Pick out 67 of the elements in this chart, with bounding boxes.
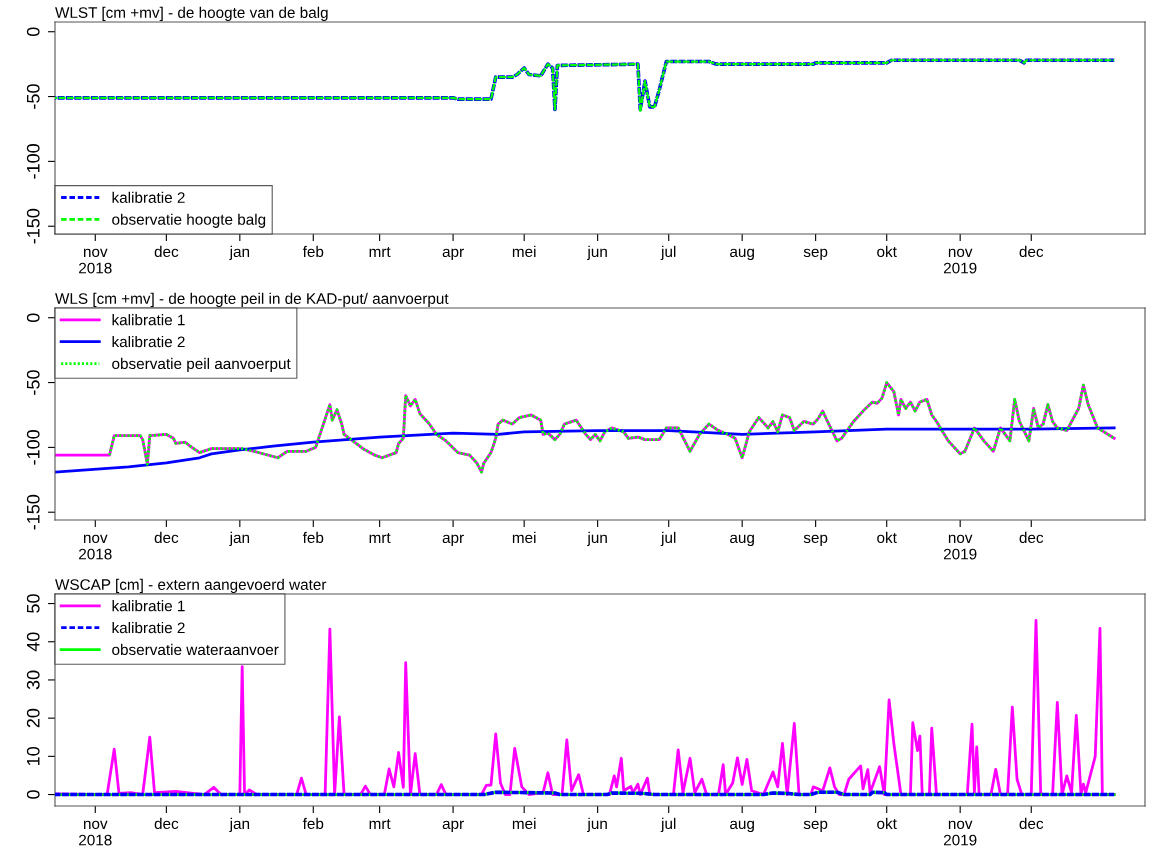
chart-title: WLS [cm +mv] - de hoogte peil in de KAD-put/ aanvoerput: [55, 292, 449, 307]
x-tick-label: nov 2018: [79, 820, 112, 846]
x-tick-label: jun: [587, 531, 607, 547]
x-tick-label: nov 2019: [943, 248, 977, 274]
x-tick-label: feb: [302, 817, 324, 830]
x-tick-label: feb: [302, 531, 324, 544]
legend-label: observatie hoogte balg: [112, 213, 266, 228]
y-tick-label: 0: [26, 27, 40, 37]
x-tick-label: dec: [154, 245, 179, 258]
y-tick-label: 0: [26, 313, 40, 323]
x-tick-label: nov 2019: [943, 820, 977, 846]
y-tick-label: -150: [26, 494, 40, 530]
x-tick-label: jan: [229, 531, 250, 547]
x-tick-label: jun: [587, 817, 607, 833]
x-tick-label: dec: [1019, 817, 1044, 830]
y-tick-label: 20: [26, 708, 40, 728]
x-tick-label: jul: [660, 531, 676, 547]
x-tick-label: mrt: [369, 819, 391, 829]
y-tick-label: 30: [26, 670, 40, 690]
legend-label: observatie peil aanvoerput: [112, 357, 291, 373]
x-tick-label: mei: [512, 817, 536, 830]
chart-title: WSCAP [cm] - extern aangevoerd water: [55, 578, 327, 593]
x-tick-label: sep: [803, 534, 828, 547]
x-tick-label: okt: [877, 531, 897, 544]
x-tick-label: nov 2018: [79, 248, 112, 274]
x-tick-label: jul: [660, 245, 676, 261]
legend-label: kalibratie 2: [112, 335, 185, 348]
y-tick-label: 0: [26, 790, 40, 799]
x-tick-label: apr: [442, 534, 464, 547]
x-tick-label: nov 2019: [943, 534, 977, 560]
x-tick-label: jul: [660, 817, 676, 833]
legend-label: kalibratie 1: [112, 314, 185, 326]
x-tick-label: jan: [229, 817, 250, 833]
legend-label: kalibratie 1: [112, 600, 185, 612]
x-tick-label: apr: [442, 248, 464, 261]
x-tick-label: mrt: [369, 533, 391, 543]
x-tick-label: aug: [730, 534, 754, 547]
y-tick-label: -100: [26, 430, 40, 465]
x-tick-label: sep: [803, 248, 828, 261]
x-tick-label: mei: [512, 245, 536, 258]
x-tick-label: feb: [302, 245, 324, 258]
legend-label: kalibratie 2: [112, 191, 185, 203]
x-tick-label: dec: [1019, 245, 1044, 258]
x-tick-label: dec: [154, 817, 179, 830]
y-tick-label: 40: [26, 632, 40, 652]
x-tick-label: nov 2018: [79, 534, 112, 560]
y-tick-label: 50: [26, 594, 40, 613]
y-tick-label: 10: [26, 747, 40, 766]
x-tick-label: dec: [1019, 531, 1044, 544]
y-tick-label: -50: [26, 84, 40, 109]
legend-label: kalibratie 2: [112, 621, 185, 634]
y-tick-label: -100: [26, 144, 40, 179]
x-tick-label: dec: [154, 531, 179, 544]
x-tick-label: okt: [877, 245, 897, 258]
x-tick-label: mrt: [369, 247, 391, 257]
x-tick-label: aug: [730, 248, 754, 261]
x-tick-label: sep: [803, 820, 828, 833]
y-tick-label: -150: [26, 208, 40, 244]
x-tick-label: okt: [877, 817, 897, 830]
legend-label: observatie wateraanvoer: [112, 643, 279, 656]
x-tick-label: jun: [587, 245, 607, 261]
x-tick-label: aug: [730, 820, 754, 833]
x-tick-label: jan: [229, 245, 250, 261]
chart-title: WLST [cm +mv] - de hoogte van de balg: [55, 6, 328, 21]
x-tick-label: mei: [512, 531, 536, 544]
y-tick-label: -50: [26, 370, 40, 395]
x-tick-label: apr: [442, 820, 464, 833]
